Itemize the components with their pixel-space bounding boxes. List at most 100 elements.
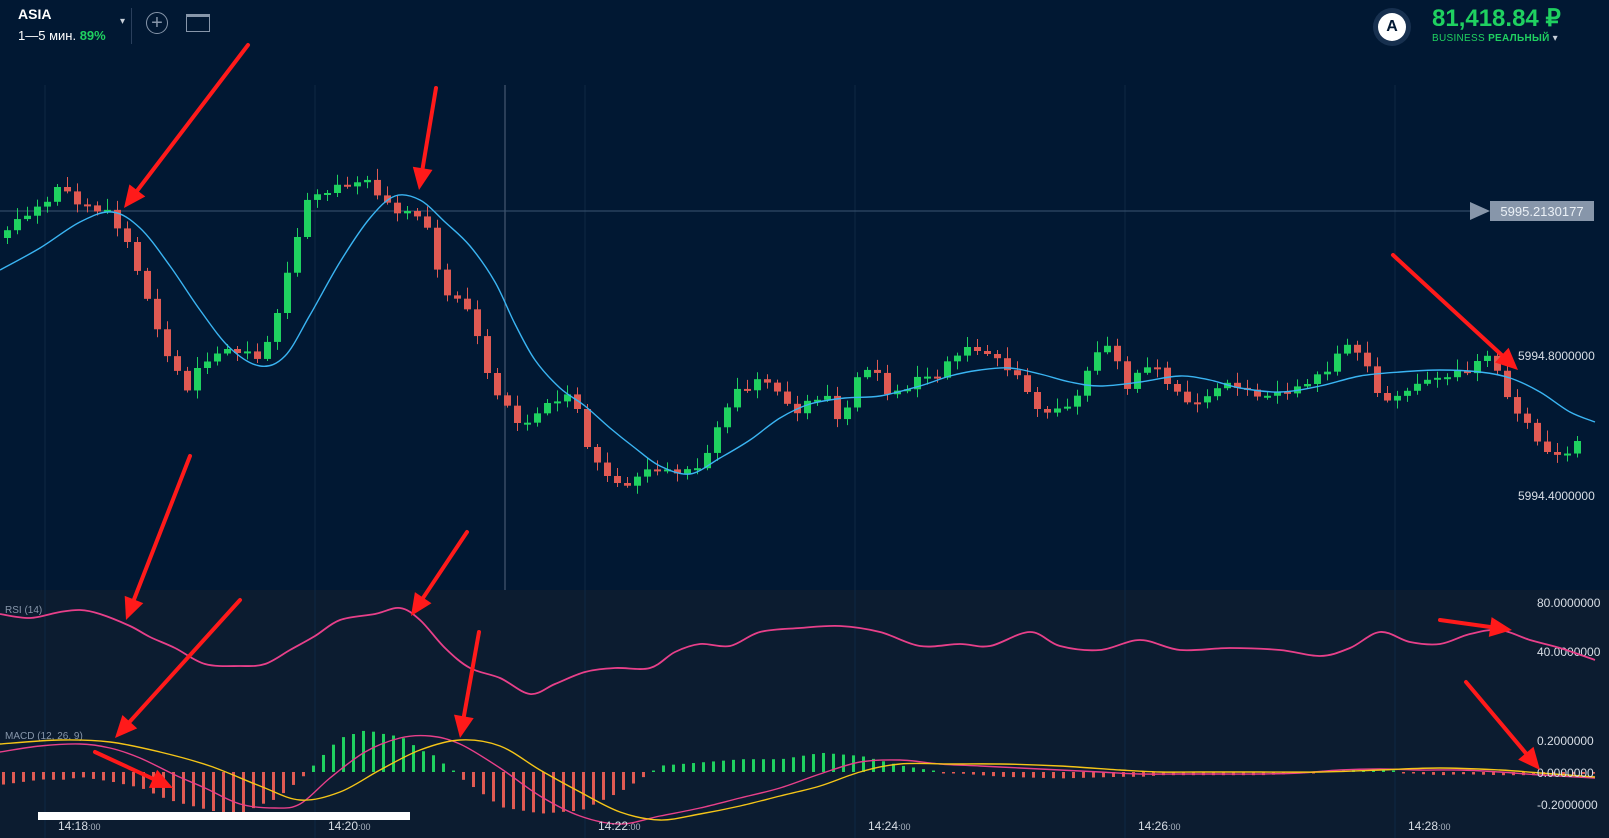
histogram-bar [182, 772, 185, 804]
candle [1514, 397, 1521, 414]
candle [524, 422, 531, 425]
histogram-bar [772, 759, 775, 772]
histogram-bar [782, 758, 785, 772]
histogram-bar [712, 761, 715, 772]
histogram-bar [202, 772, 205, 809]
histogram-bar [1012, 772, 1015, 778]
candle [24, 215, 31, 220]
histogram-bar [472, 772, 475, 788]
candle [1174, 384, 1181, 392]
time-label: 14:28:00 [1408, 819, 1451, 833]
layout-icon[interactable] [186, 14, 210, 32]
histogram-bar [622, 772, 625, 790]
time-label: 14:24:00 [868, 819, 911, 833]
candle [464, 298, 471, 310]
candle [624, 483, 631, 486]
histogram-bar [1082, 772, 1085, 778]
histogram-bar [462, 772, 465, 780]
annotation-arrow [131, 454, 192, 602]
account-dropdown-icon[interactable]: ▾ [1552, 33, 1558, 44]
candle [204, 361, 211, 368]
candle [1274, 391, 1281, 396]
histogram-bar [2, 772, 5, 785]
candle [1574, 441, 1581, 454]
candle [474, 309, 481, 337]
histogram-bar [632, 772, 635, 784]
plus-circle-icon[interactable]: + [146, 12, 168, 34]
histogram-bar [1502, 772, 1505, 776]
histogram-bar [392, 735, 395, 772]
candle [824, 395, 831, 400]
annotation-arrow [127, 598, 242, 724]
candle [1254, 389, 1261, 397]
candle [144, 270, 151, 299]
candlestick-series [4, 168, 1581, 494]
histogram-bar [1032, 772, 1035, 778]
price-label-low: 5994.4000000 [1518, 489, 1595, 503]
candle [504, 395, 511, 406]
histogram-bar [722, 760, 725, 772]
candle [544, 403, 551, 414]
histogram-bar [312, 765, 315, 772]
account-avatar[interactable]: A [1373, 8, 1411, 46]
candle [664, 469, 671, 472]
candle [1344, 344, 1351, 354]
arrow-head-icon [412, 166, 433, 190]
candle [44, 201, 51, 207]
candle [974, 347, 981, 351]
candle [584, 409, 591, 447]
histogram-bar [402, 738, 405, 772]
candle [764, 379, 771, 383]
candle [74, 191, 81, 205]
histogram-bar [872, 758, 875, 772]
asset-name[interactable]: ASIA [18, 6, 52, 22]
candle [694, 468, 701, 471]
candle [1404, 390, 1411, 396]
candle [184, 370, 191, 391]
candle [534, 413, 541, 423]
histogram-bar [322, 754, 325, 772]
account-type[interactable]: BUSINESS РЕАЛЬНЫЙ ▾ [1432, 33, 1558, 44]
macd-histogram [2, 730, 1595, 814]
candle [1334, 353, 1341, 372]
account-balance[interactable]: 81,418.84 ₽ [1432, 5, 1561, 32]
candle [944, 361, 951, 378]
histogram-bar [902, 765, 905, 772]
candle [1074, 395, 1081, 407]
macd-level-zero: 0.0000000 [1537, 766, 1594, 780]
candle [424, 216, 431, 228]
arrow-head-icon [1488, 617, 1512, 637]
candle [1324, 371, 1331, 375]
histogram-bar [492, 772, 495, 802]
candle [1444, 377, 1451, 380]
candle [1084, 370, 1091, 396]
candle [64, 187, 71, 192]
histogram-bar [732, 759, 735, 772]
current-price-tag [1490, 201, 1594, 221]
candle [494, 373, 501, 396]
histogram-bar [432, 755, 435, 772]
candle [1424, 379, 1431, 384]
candle [294, 237, 301, 273]
macd-line [0, 734, 1596, 825]
rsi-line [0, 606, 1596, 695]
histogram-bar [132, 772, 135, 787]
candle [1554, 452, 1561, 455]
histogram-bar [372, 731, 375, 772]
asset-dropdown-icon[interactable]: ▾ [120, 16, 126, 27]
candle [124, 228, 131, 242]
histogram-bar [932, 770, 935, 772]
candle [674, 469, 681, 474]
histogram-bar [242, 772, 245, 813]
candle [984, 351, 991, 354]
candle [724, 407, 731, 428]
arrow-head-icon [124, 184, 146, 208]
candle [1154, 367, 1161, 370]
candle [964, 347, 971, 356]
account-type-label: РЕАЛЬНЫЙ [1488, 33, 1550, 44]
histogram-bar [122, 772, 125, 785]
histogram-bar [1532, 772, 1535, 776]
time-axis: 14:18:00 14:20:00 14:22:00 14:24:00 14:26:00… [58, 819, 1451, 833]
candle [604, 462, 611, 476]
